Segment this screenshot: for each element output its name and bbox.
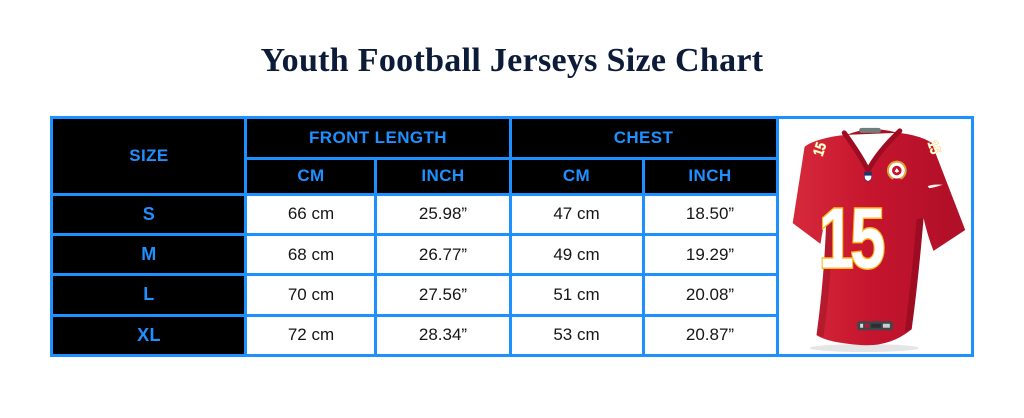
collar-label xyxy=(858,127,881,133)
value-cell: 25.98” xyxy=(374,192,512,236)
value-cell: 28.34” xyxy=(374,313,512,358)
tv-number-right: 15 xyxy=(923,138,944,157)
value-cell: 19.29” xyxy=(641,232,779,277)
value-cell: 18.50” xyxy=(641,192,779,236)
jersey-cell: 15 15 xyxy=(775,116,974,357)
table-row-xl: XL 72 cm 28.34” 53 cm 20.87” xyxy=(50,313,972,358)
svg-text:15: 15 xyxy=(818,190,883,285)
jersey-image: 15 15 xyxy=(780,127,965,353)
header-cell-chest-inch: INCH xyxy=(641,157,779,196)
value-cell: 20.87” xyxy=(641,313,779,358)
value-cell: 70 cm xyxy=(244,273,378,317)
header-cell-chest-cm: CM xyxy=(508,157,645,196)
size-cell: S xyxy=(50,192,248,236)
jock-tag xyxy=(856,321,893,331)
value-cell: 51 cm xyxy=(508,273,645,317)
value-cell: 20.08” xyxy=(641,273,779,317)
side-shading-right xyxy=(904,218,924,333)
svg-text:15: 15 xyxy=(809,140,829,158)
value-cell: 47 cm xyxy=(508,192,645,236)
table-row-s: S 66 cm 25.98” 47 cm 18.50” xyxy=(50,192,972,236)
value-cell: 49 cm xyxy=(508,232,645,277)
header-cell-front-cm: CM xyxy=(244,157,378,196)
team-patch-icon xyxy=(886,160,907,182)
table-row-m: M 68 cm 26.77” 49 cm 19.29” xyxy=(50,232,972,277)
neck-trim xyxy=(841,128,902,176)
header-row-groups: SIZE FRONT LENGTH CHEST xyxy=(50,115,974,357)
side-shading-left xyxy=(815,216,833,338)
page-title: Youth Football Jerseys Size Chart xyxy=(260,42,764,79)
size-cell: M xyxy=(50,232,248,277)
jersey-shadow xyxy=(809,344,919,353)
svg-text:15: 15 xyxy=(924,138,944,156)
table-row-l: L 70 cm 27.56” 51 cm 20.08” xyxy=(50,273,972,317)
value-cell: 72 cm xyxy=(244,313,378,358)
size-cell: XL xyxy=(50,313,248,358)
jersey-body xyxy=(792,132,965,346)
value-cell: 26.77” xyxy=(374,232,512,277)
value-cell: 53 cm xyxy=(508,313,645,358)
value-cell: 27.56” xyxy=(374,273,512,317)
jersey-number: 15 xyxy=(817,189,888,287)
header-cell-front-length: FRONT LENGTH xyxy=(244,115,512,161)
size-cell: L xyxy=(50,273,248,317)
header-cell-chest: CHEST xyxy=(508,115,779,161)
sleeve-stripes-right xyxy=(780,196,783,254)
size-chart-table: SIZE FRONT LENGTH CHEST xyxy=(50,115,974,358)
nfl-shield-icon xyxy=(863,171,872,182)
header-cell-size: SIZE xyxy=(50,116,248,196)
tv-number-left: 15 xyxy=(809,140,830,159)
nike-swoosh-icon xyxy=(927,184,943,189)
value-cell: 68 cm xyxy=(244,232,378,277)
value-cell: 66 cm xyxy=(244,192,378,236)
header-row-units: CM INCH CM INCH xyxy=(52,157,972,196)
header-cell-front-inch: INCH xyxy=(374,157,512,196)
